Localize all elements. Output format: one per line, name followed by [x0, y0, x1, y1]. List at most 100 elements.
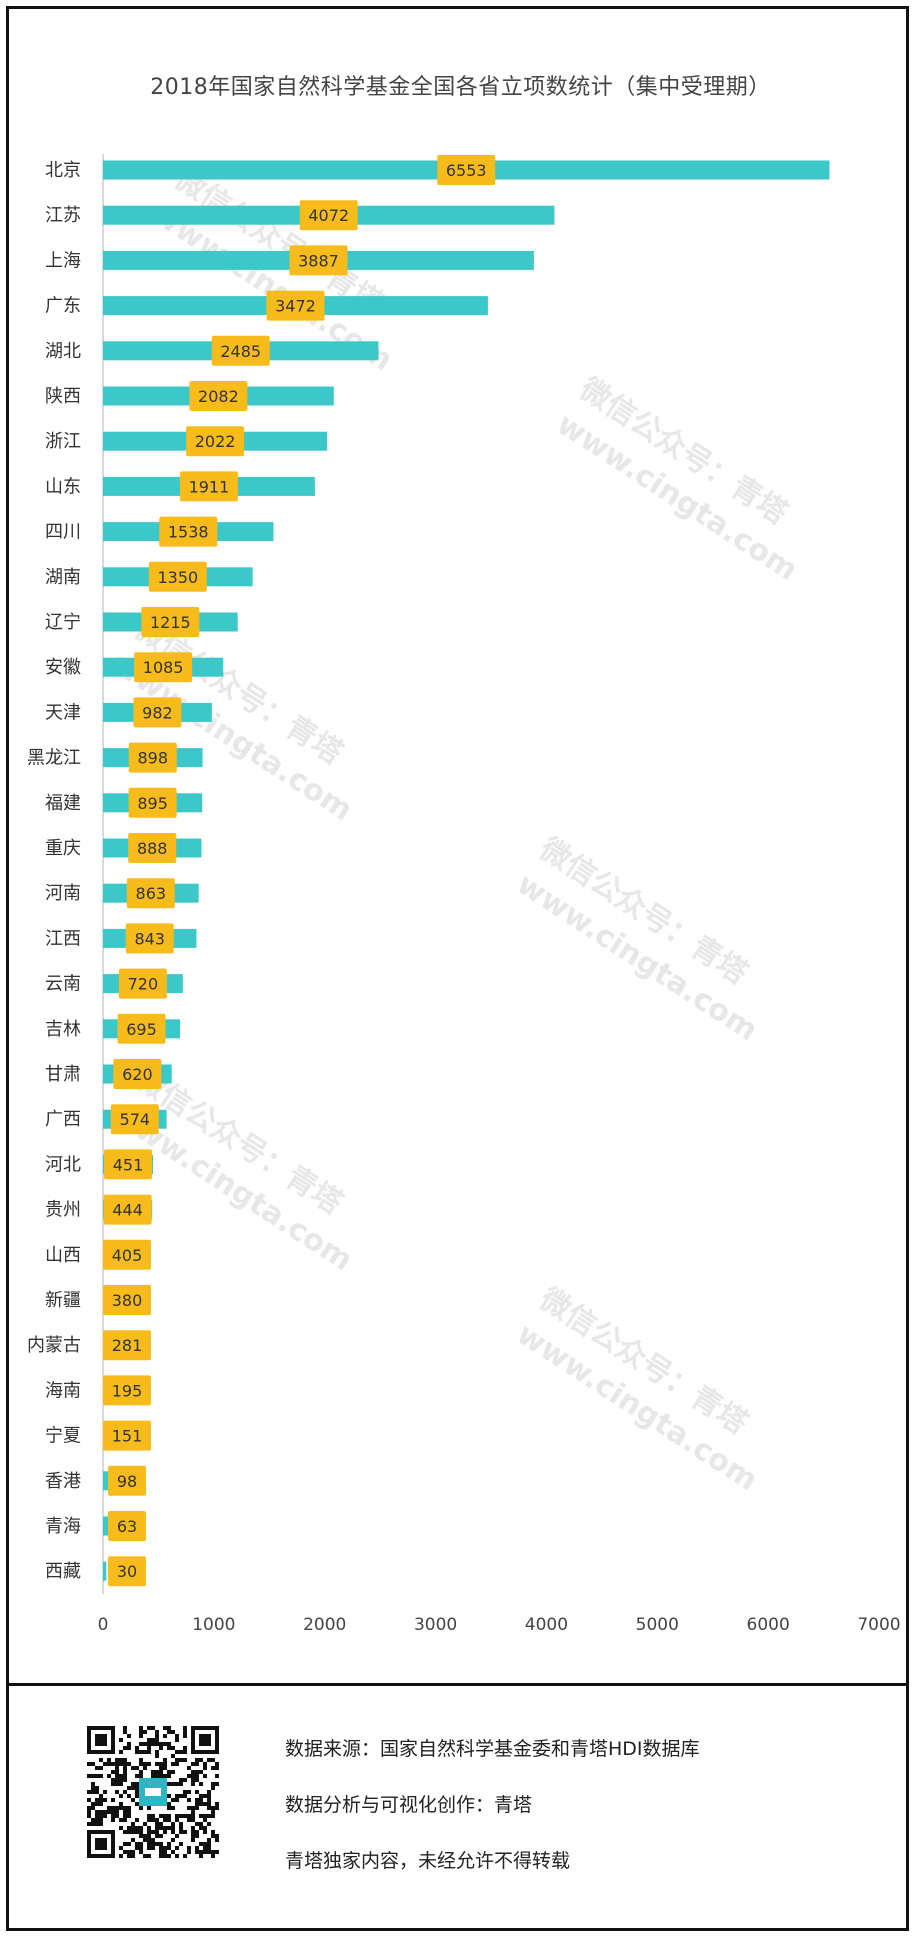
- chart-title: 2018年国家自然科学基金全国各省立项数统计（集中受理期）: [150, 75, 771, 100]
- analysis-credit-text: 数据分析与可视化创作：青塔: [285, 1794, 533, 1816]
- data-label-box: [117, 1013, 166, 1044]
- data-label-box: [141, 607, 200, 637]
- category-label: 甘肃: [45, 1064, 81, 1085]
- data-label: 1085: [143, 658, 184, 677]
- data-label: 895: [137, 794, 168, 813]
- data-label-box: [266, 290, 325, 321]
- x-tick-label: 6000: [747, 1615, 790, 1635]
- data-label: 620: [122, 1065, 153, 1084]
- data-label: 3472: [275, 297, 316, 316]
- data-label-box: [103, 1375, 151, 1406]
- copyright-text: 青塔独家内容，未经允许不得转载: [285, 1850, 571, 1872]
- category-label: 浙江: [45, 431, 81, 452]
- category-label: 吉林: [45, 1019, 81, 1040]
- category-label: 北京: [45, 160, 81, 181]
- data-label: 451: [113, 1155, 144, 1174]
- category-label: 青海: [45, 1516, 81, 1537]
- data-label-box: [159, 516, 218, 547]
- category-label: 黑龙江: [27, 748, 81, 769]
- data-source-text: 数据来源：国家自然科学基金委和青塔HDI数据库: [285, 1738, 700, 1760]
- data-label-box: [118, 968, 167, 999]
- category-label: 四川: [45, 522, 81, 543]
- data-label-box: [179, 471, 238, 502]
- data-label-box: [108, 1556, 146, 1587]
- category-label: 海南: [45, 1380, 81, 1401]
- data-label: 380: [112, 1291, 143, 1310]
- category-label: 福建: [45, 793, 81, 814]
- data-label-box: [108, 1465, 146, 1496]
- data-label-box: [108, 1511, 146, 1541]
- category-label: 新疆: [45, 1290, 81, 1311]
- data-label: 195: [112, 1381, 143, 1400]
- data-label-box: [103, 1149, 152, 1180]
- data-label-box: [103, 1239, 151, 1270]
- data-label: 574: [120, 1110, 151, 1129]
- data-label-box: [133, 697, 182, 728]
- data-label: 3887: [298, 251, 339, 270]
- category-label: 西藏: [45, 1561, 81, 1582]
- x-tick-label: 3000: [414, 1615, 457, 1635]
- bar: [103, 1516, 110, 1536]
- data-label: 2082: [198, 387, 239, 406]
- data-label-box: [437, 155, 496, 185]
- data-label: 405: [112, 1246, 143, 1265]
- data-label-box: [110, 1104, 159, 1135]
- category-label: 广东: [45, 296, 81, 317]
- data-label: 2022: [195, 432, 236, 451]
- category-label: 香港: [45, 1471, 81, 1492]
- data-label: 1911: [189, 477, 230, 496]
- data-label: 1350: [157, 568, 198, 587]
- footer: 数据来源：国家自然科学基金委和青塔HDI数据库 数据分析与可视化创作：青塔 青塔…: [6, 1683, 909, 1931]
- data-label: 4072: [308, 206, 349, 225]
- category-label: 贵州: [45, 1200, 81, 1221]
- data-label: 898: [138, 749, 169, 768]
- x-tick-label: 7000: [857, 1615, 900, 1635]
- data-label-box: [113, 1059, 162, 1089]
- data-label: 63: [117, 1517, 137, 1536]
- category-label: 湖南: [45, 567, 81, 588]
- category-label: 陕西: [45, 386, 81, 407]
- x-tick-label: 5000: [636, 1615, 679, 1635]
- category-label: 云南: [45, 974, 81, 995]
- x-tick-label: 0: [98, 1615, 109, 1635]
- x-tick-label: 4000: [525, 1615, 568, 1635]
- data-label-box: [211, 335, 270, 366]
- data-label: 888: [137, 839, 168, 858]
- category-label: 河南: [45, 883, 81, 904]
- data-label: 843: [134, 929, 165, 948]
- bar-chart: 北京 6553 江苏 4072 上海 3887 广东 3472 湖北 2485 陕西 2082 浙江 20…: [27, 154, 901, 1635]
- category-label: 山西: [45, 1245, 81, 1266]
- data-label-box: [128, 787, 177, 818]
- data-label-box: [289, 245, 348, 276]
- data-label: 982: [142, 703, 173, 722]
- data-label: 1215: [150, 613, 191, 632]
- data-label: 30: [117, 1562, 137, 1581]
- data-label-box: [189, 381, 248, 411]
- category-label: 湖北: [45, 341, 81, 362]
- category-label: 江西: [45, 928, 81, 949]
- data-label-box: [128, 833, 177, 863]
- data-label-box: [103, 1285, 151, 1315]
- category-label: 内蒙古: [27, 1335, 81, 1356]
- data-label-box: [126, 878, 175, 909]
- qr-code-icon: [87, 1726, 219, 1858]
- category-label: 重庆: [45, 838, 81, 859]
- data-label-box: [186, 426, 245, 457]
- data-label-box: [103, 1330, 151, 1361]
- category-label: 广西: [45, 1109, 81, 1130]
- category-label: 上海: [45, 250, 81, 271]
- data-label: 720: [128, 975, 159, 994]
- data-label-box: [103, 1194, 152, 1225]
- data-label: 444: [112, 1201, 143, 1220]
- data-label-box: [103, 1420, 151, 1451]
- x-tick-label: 1000: [192, 1615, 235, 1635]
- chart-frame: 2018年国家自然科学基金全国各省立项数统计（集中受理期） 微信公众号：青塔 ww…: [6, 6, 909, 1686]
- data-label: 1538: [168, 523, 209, 542]
- category-label: 辽宁: [45, 612, 81, 633]
- data-label-box: [148, 561, 207, 592]
- category-label: 安徽: [45, 657, 81, 678]
- category-label: 河北: [45, 1154, 81, 1175]
- category-label: 宁夏: [45, 1426, 81, 1447]
- category-label: 山东: [45, 476, 81, 497]
- data-label: 281: [112, 1336, 143, 1355]
